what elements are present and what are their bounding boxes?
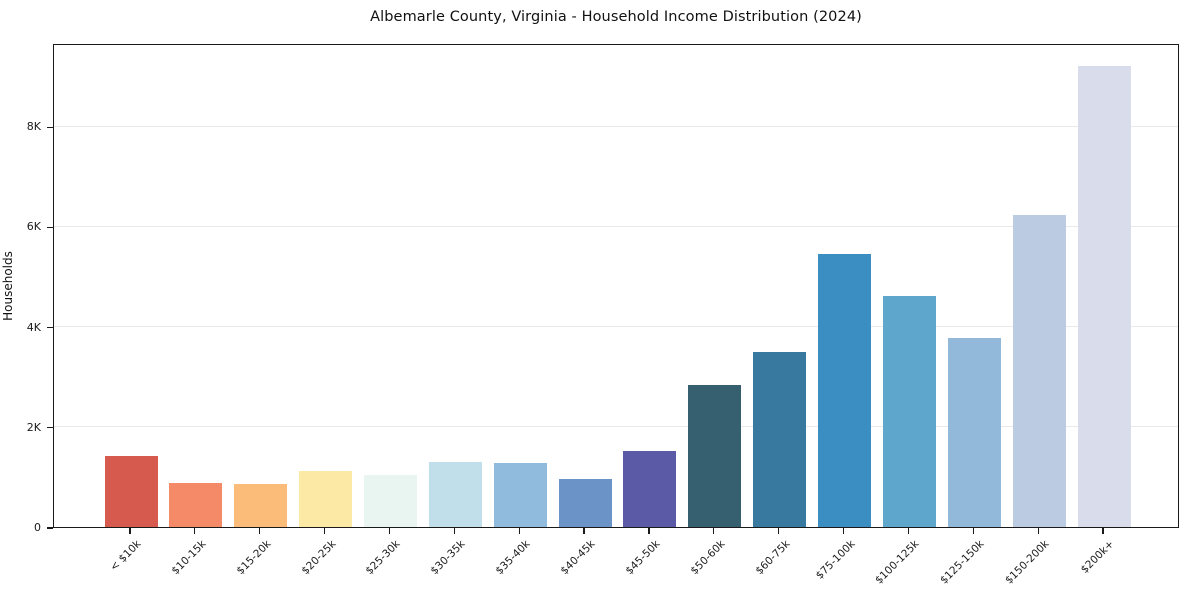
x-tick-label: $30-35k [428,538,468,578]
x-tick-label: $60-75k [753,538,793,578]
x-tick-mark [713,528,715,534]
x-tick-label: $20-25k [299,538,339,578]
chart-title: Albemarle County, Virginia - Household I… [370,9,862,25]
bar-$30-35k [428,462,482,527]
y-axis-label: Households [1,251,15,321]
x-tick-mark [778,528,780,534]
bar-$20-25k [299,471,353,527]
x-tick-label: $15-20k [234,538,274,578]
bar-$125-150k [947,338,1001,527]
x-tick-mark [907,528,910,534]
x-tick-label: $200k+ [1078,538,1117,576]
bar-$40-45k [558,478,612,527]
x-tick-mark [842,528,845,534]
bar-< $10k [104,455,158,527]
x-tick-label: $25-30k [363,538,403,578]
x-tick-mark [972,528,974,534]
grid-line [54,426,1178,428]
y-tick-mark [47,226,53,228]
y-tick-label: 2K [26,420,41,434]
x-tick-mark [648,528,650,534]
bar-$150-200k [1012,215,1066,527]
bar-$100-125k [882,295,936,527]
x-tick-mark [194,528,196,534]
grid-line [54,326,1178,328]
x-tick-label: $150-200k [1003,538,1052,587]
y-tick-label: 8K [26,120,41,134]
x-tick-label: $50-60k [688,538,728,578]
y-tick-label: 4K [26,320,41,334]
y-tick-label: 0 [34,521,41,534]
bar-$75-100k [818,254,872,527]
bar-$200k+ [1077,65,1131,527]
x-tick-mark [583,528,585,534]
x-tick-label: $125-150k [938,538,987,587]
bar-$60-75k [753,351,807,527]
x-tick-mark [259,528,261,534]
x-tick-label: $40-45k [558,538,598,578]
grid-line [54,125,1178,127]
plot-area [53,44,1179,528]
x-tick-label: < $10k [107,538,144,574]
x-tick-mark [324,528,326,534]
bar-$35-40k [493,463,547,527]
y-tick-label: 6K [26,220,41,234]
x-tick-label: $35-40k [493,538,533,578]
x-tick-mark [453,528,455,534]
grid-line [54,225,1178,227]
y-tick-mark [47,326,53,329]
x-tick-mark [1037,528,1039,534]
y-tick-mark [47,427,53,429]
bar-$25-30k [363,475,417,527]
x-tick-mark [388,528,391,534]
x-tick-mark [129,528,131,534]
y-tick-mark [47,126,53,128]
y-tick-mark [47,527,53,529]
x-tick-mark [1102,528,1104,534]
bar-$45-50k [623,451,677,527]
bar-$50-60k [688,385,742,527]
x-tick-label: $75-100k [813,538,858,582]
x-tick-label: $100-125k [873,538,922,587]
bar-$10-15k [169,483,223,527]
x-tick-mark [518,528,520,534]
x-tick-label: $10-15k [169,538,209,578]
bar-$15-20k [234,484,288,527]
x-tick-label: $45-50k [623,538,663,578]
